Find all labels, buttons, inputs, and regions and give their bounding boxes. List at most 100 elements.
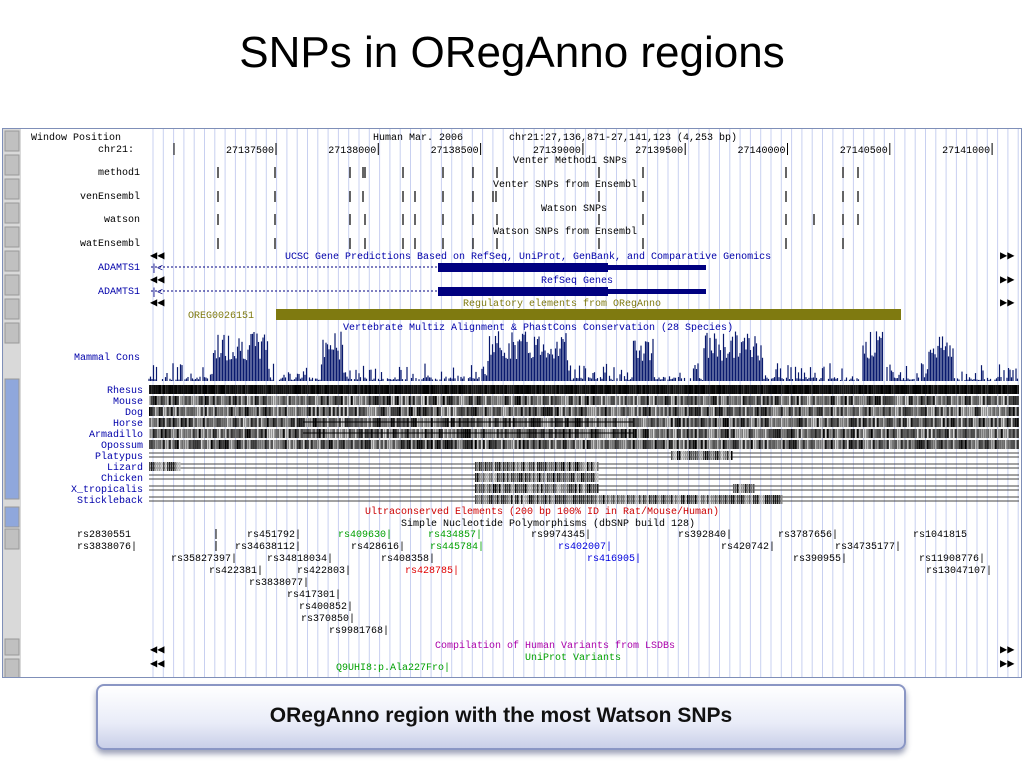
species-label[interactable]: Dog [125, 408, 143, 419]
venter-method1-header: Venter Method1 SNPs [513, 155, 627, 167]
snp-label[interactable]: rs13047107| [926, 565, 992, 577]
ruler-tick-label: 27139500 [635, 146, 683, 157]
snp-label[interactable]: rs370850| [301, 613, 355, 625]
track-side-button[interactable] [4, 226, 20, 248]
snp-label[interactable]: rs9974345| [531, 529, 591, 541]
track-side-button[interactable] [4, 658, 20, 677]
snp128-header: Simple Nucleotide Polymorphisms (dbSNP b… [401, 518, 695, 530]
snp-label[interactable]: rs422803| [297, 565, 351, 577]
snp-label[interactable]: rs1041815 [913, 530, 967, 541]
ruler-tick-label: 27138000 [328, 146, 376, 157]
scroll-right-arrow[interactable]: ▶▶ [1000, 643, 1015, 657]
snp-label[interactable]: rs11908776| [919, 553, 985, 565]
scroll-left-arrow[interactable]: ◀◀ [150, 296, 165, 310]
snp-label[interactable]: rs3838077| [249, 577, 309, 589]
ruler-tick-label: 27140000 [737, 146, 785, 157]
assembly-label: Human Mar. 2006 [373, 133, 463, 144]
snp-label[interactable]: rs402007| [558, 541, 612, 553]
snp-label[interactable]: rs35827397| [171, 553, 237, 565]
uniprot-header: UniProt Variants [525, 652, 621, 664]
species-label[interactable]: Armadillo [89, 429, 143, 441]
snp-label[interactable]: rs434857| [428, 529, 482, 541]
snp-label[interactable]: rs3787656| [778, 529, 838, 541]
oreg-label[interactable]: OREG0026151 [188, 311, 254, 322]
position-label: chr21:27,136,871-27,141,123 (4,253 bp) [509, 132, 737, 144]
snp-label[interactable]: rs409630| [338, 529, 392, 541]
method1-label[interactable]: method1 [98, 167, 140, 179]
watson-header: Watson SNPs [541, 204, 607, 215]
watson-ensembl-header: Watson SNPs from Ensembl [493, 226, 637, 238]
snp-label[interactable]: rs34735177| [835, 541, 901, 553]
scroll-right-arrow[interactable]: ▶▶ [1000, 249, 1015, 263]
species-label[interactable]: Stickleback [77, 495, 143, 507]
slide-title: SNPs in ORegAnno regions [239, 28, 785, 77]
scroll-left-arrow[interactable]: ◀◀ [150, 273, 165, 287]
snp-label[interactable]: rs400852| [299, 601, 353, 613]
species-label[interactable]: Rhesus [107, 385, 143, 397]
species-label[interactable]: Chicken [101, 473, 143, 485]
scroll-right-arrow[interactable]: ▶▶ [1000, 273, 1015, 287]
species-label[interactable]: X_tropicalis [71, 484, 143, 496]
uniprot-variant[interactable]: Q9UHI8:p.Ala227Fro| [336, 662, 450, 674]
species-label[interactable]: Opossum [101, 441, 143, 452]
ruler-tick-label: 27141000 [942, 146, 990, 157]
venensembl-label[interactable]: venEnsembl [80, 191, 140, 203]
scroll-left-arrow[interactable]: ◀◀ [150, 657, 165, 671]
snp-label[interactable]: rs2830551 [77, 530, 131, 541]
watson-label[interactable]: watson [104, 215, 140, 226]
track-side-button[interactable] [4, 154, 20, 176]
scroll-left-arrow[interactable]: ◀◀ [150, 643, 165, 657]
species-label[interactable]: Lizard [107, 462, 143, 474]
snp-label[interactable]: rs390955| [793, 553, 847, 565]
snp-label[interactable]: rs416905| [587, 553, 641, 565]
ucsc-genes-header: UCSC Gene Predictions Based on RefSeq, U… [285, 251, 771, 263]
oreganno-region-bar[interactable] [276, 309, 901, 320]
ultraconserved-header: Ultraconserved Elements (200 bp 100% ID … [365, 506, 719, 518]
scroll-right-arrow[interactable]: ▶▶ [1000, 296, 1015, 310]
snp-label[interactable]: rs9981768| [329, 625, 389, 637]
gene-label-ucsc[interactable]: ADAMTS1 [98, 263, 140, 274]
multiz-header: Vertebrate Multiz Alignment & PhastCons … [343, 322, 733, 334]
ruler-tick-label: 27137500 [226, 146, 274, 157]
track-side-button[interactable] [4, 322, 20, 344]
snp-label[interactable]: rs428785| [405, 565, 459, 577]
species-label[interactable]: Mouse [113, 397, 143, 408]
snp-label[interactable]: rs420742| [721, 541, 775, 553]
track-side-button[interactable] [4, 250, 20, 272]
ruler-tick-label: 27138500 [431, 146, 479, 157]
genome-browser-image[interactable]: Window Position chr21: Human Mar. 2006 c… [2, 128, 1022, 678]
snp-label[interactable]: rs408358| [381, 553, 435, 565]
species-label[interactable]: Platypus [95, 451, 143, 463]
track-side-button[interactable] [4, 178, 20, 200]
track-side-button[interactable] [4, 298, 20, 320]
genome-browser-canvas[interactable]: Window Position chr21: Human Mar. 2006 c… [3, 129, 1021, 677]
track-side-button[interactable] [4, 378, 20, 500]
mammal-cons-label[interactable]: Mammal Cons [74, 352, 140, 364]
track-side-button[interactable] [4, 202, 20, 224]
snp-label[interactable]: rs451792| [247, 529, 301, 541]
snp-label[interactable]: rs422381| [209, 565, 263, 577]
scroll-left-arrow[interactable]: ◀◀ [150, 249, 165, 263]
svg-text:|<: |< [151, 263, 163, 275]
watensembl-label[interactable]: watEnsembl [80, 238, 140, 250]
snp-label[interactable]: rs428616| [351, 541, 405, 553]
snp-label[interactable]: rs445784| [430, 541, 484, 553]
species-label[interactable]: Horse [113, 419, 143, 430]
caption-text: ORegAnno region with the most Watson SNP… [269, 704, 733, 727]
snp-label[interactable]: rs34638112| [235, 541, 301, 553]
snp-label[interactable]: rs417301| [287, 589, 341, 601]
track-side-button[interactable] [4, 130, 20, 152]
track-side-button[interactable] [4, 638, 20, 656]
snp-label[interactable]: rs392840| [678, 529, 732, 541]
ruler-tick-label: 27139000 [533, 146, 581, 157]
track-side-button[interactable] [4, 274, 20, 296]
gene-label-refseq[interactable]: ADAMTS1 [98, 287, 140, 298]
track-side-button[interactable] [4, 528, 20, 550]
ruler-tick-label: 27140500 [840, 146, 888, 157]
snp-label[interactable]: rs34818034| [267, 553, 333, 565]
snp-label[interactable]: rs3838076| [77, 541, 137, 553]
scroll-right-arrow[interactable]: ▶▶ [1000, 657, 1015, 671]
track-side-button[interactable] [4, 506, 20, 528]
window-position-label: Window Position [31, 132, 121, 144]
chrom-label: chr21: [98, 144, 134, 156]
